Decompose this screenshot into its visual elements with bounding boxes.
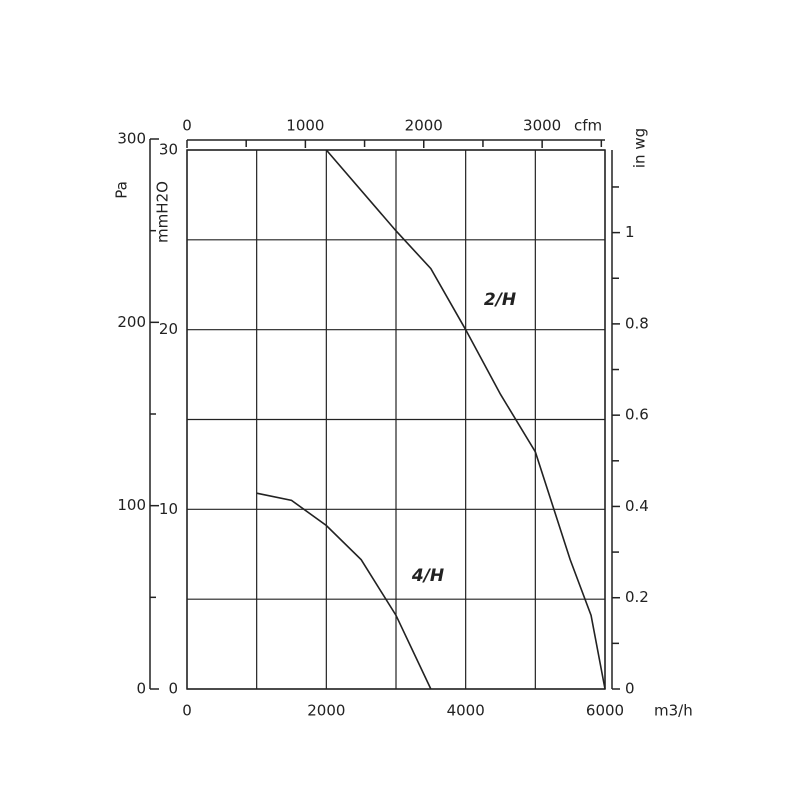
curve-label: 4/H <box>411 566 444 586</box>
y2-tick-label: 0.4 <box>625 497 649 515</box>
pa-axis-label: Pa <box>113 181 131 199</box>
x-tick-label: 4000 <box>447 702 485 720</box>
y2-tick-label: 0.8 <box>625 314 649 332</box>
x-tick-label: 2000 <box>307 702 345 720</box>
y2-tick-label: 0 <box>625 680 635 698</box>
cfm-tick-label: 1000 <box>286 117 324 135</box>
curve <box>325 149 606 690</box>
x-tick-label: 6000 <box>586 702 624 720</box>
pa-tick-label: 200 <box>117 313 146 331</box>
y-tick-label: 30 <box>159 141 178 159</box>
y2-tick-label: 0.6 <box>625 406 649 424</box>
y2-tick-label: 0.2 <box>625 588 649 606</box>
pa-tick-label: 300 <box>117 130 146 148</box>
y2-tick-label: 1 <box>625 223 635 241</box>
y-tick-label: 10 <box>159 500 178 518</box>
curve-label: 2/H <box>484 290 516 310</box>
cfm-tick-label: 3000 <box>523 117 561 135</box>
cfm-axis-label: cfm <box>574 117 602 135</box>
x-axis-label: m3/h <box>654 702 693 720</box>
x-tick-label: 0 <box>182 702 192 720</box>
y-tick-label: 0 <box>168 680 178 698</box>
y-axis-label: mmH2O <box>154 181 172 243</box>
pa-tick-label: 100 <box>117 496 146 514</box>
pa-tick-label: 0 <box>136 680 146 698</box>
y2-axis-label: in wg <box>631 128 649 168</box>
cfm-tick-label: 0 <box>182 117 192 135</box>
y-tick-label: 20 <box>159 320 178 338</box>
cfm-tick-label: 2000 <box>405 117 443 135</box>
curve <box>256 492 432 690</box>
